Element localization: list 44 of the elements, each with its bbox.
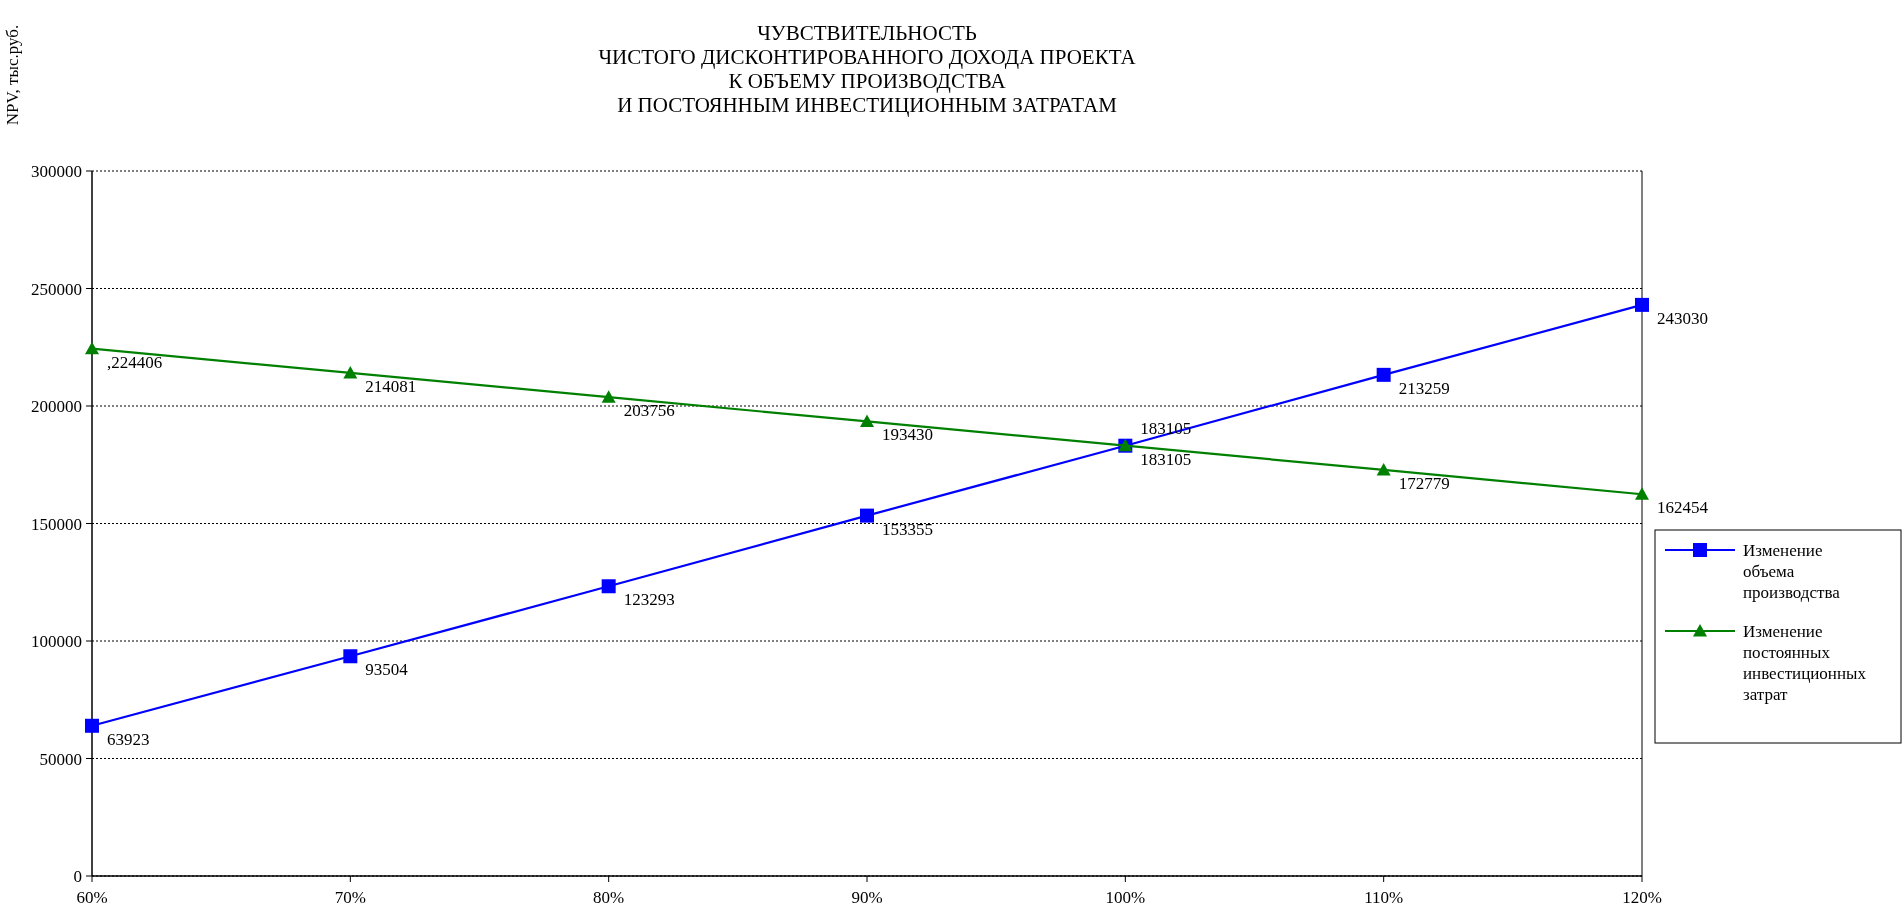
point (601, 579, 616, 594)
x-tick-label: 100% (1105, 888, 1146, 907)
x-tick-label: 120% (1622, 888, 1662, 907)
data-label: 243030 (1657, 308, 1708, 328)
data-label: 203756 (623, 401, 675, 421)
data-label: 63923 (107, 729, 150, 749)
point (1635, 487, 1649, 500)
point (343, 365, 358, 379)
y-tick-label: 100000 (31, 632, 82, 651)
point (343, 649, 358, 664)
data-label: 172779 (1398, 473, 1450, 493)
y-tick-label: 250000 (31, 279, 82, 299)
point (1635, 297, 1649, 312)
point (601, 390, 616, 403)
data-label: 213259 (1398, 378, 1450, 398)
legend-label: Изменение постоянных инвестиционных затрат (1743, 622, 1867, 704)
x-tick-label: 110% (1364, 888, 1404, 907)
data-label: 123293 (623, 590, 675, 610)
point (1376, 462, 1391, 476)
x-tick-label: 70% (334, 888, 366, 907)
data-label: 183105 (1140, 449, 1192, 469)
data-label: 162454 (1657, 498, 1709, 518)
y-axis-title: NPV, тыс.руб. (3, 24, 22, 126)
point (860, 414, 874, 428)
data-label: 214081 (365, 376, 417, 396)
y-tick-label: 200000 (31, 397, 82, 416)
data-label: 193430 (882, 425, 933, 445)
x-tick-label: 90% (851, 888, 883, 907)
chart-title: ЧУВСТВИТЕЛЬНОСТЬ ЧИСТОГО ДИСКОНТИРОВАННОГО ДОХОДА ПРОЕКТА К ОБЪЕМУ ПРОИЗВОДСТВА И ПОСТОЯННЫМ ИНВЕСТИЦИОННЫМ ЗАТРАТАМ (598, 21, 1137, 117)
y-tick-label: 50000 (39, 749, 82, 769)
x-tick-label: 60% (76, 888, 108, 907)
legend-label: Изменение объема производства (1743, 541, 1841, 602)
x-tick-label: 80% (593, 888, 625, 907)
data-label: 93504 (365, 660, 409, 680)
y-tick-label: 150000 (31, 514, 82, 534)
data-label: ,224406 (107, 352, 163, 372)
point (85, 718, 99, 733)
data-label: 183105 (1140, 418, 1192, 438)
data-label: 153355 (882, 519, 933, 539)
y-tick-label: 0 (73, 867, 82, 886)
point (1376, 367, 1391, 382)
y-tick-label: 300000 (31, 162, 82, 181)
point (860, 508, 874, 523)
point (85, 341, 99, 355)
